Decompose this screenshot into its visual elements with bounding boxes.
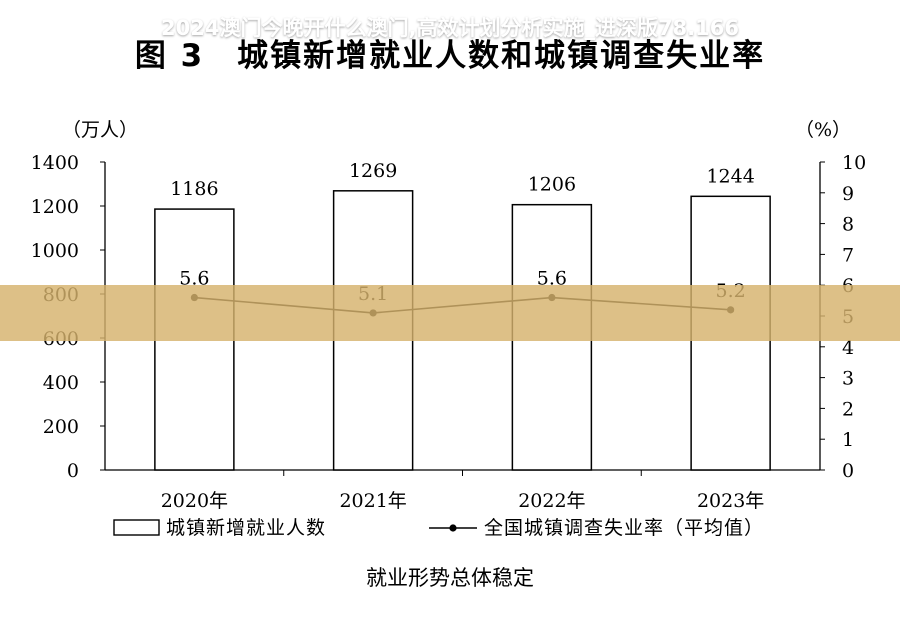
- legend-bar-label: 城镇新增就业人数: [166, 517, 326, 539]
- left-tick-label: 1200: [31, 196, 79, 218]
- right-tick-label: 9: [842, 183, 854, 205]
- left-tick-label: 400: [43, 372, 79, 394]
- left-axis-unit: （万人）: [62, 119, 139, 141]
- left-tick-label: 1000: [31, 240, 79, 262]
- right-tick-label: 10: [842, 152, 866, 174]
- category-label: 2023年: [697, 490, 764, 512]
- legend-line-marker: [449, 524, 457, 532]
- right-tick-label: 4: [842, 337, 854, 359]
- right-tick-label: 8: [842, 214, 854, 236]
- left-tick-label: 200: [43, 416, 79, 438]
- right-tick-label: 0: [842, 460, 854, 482]
- chart-title: 图 3 城镇新增就业人数和城镇调查失业率: [134, 38, 766, 74]
- category-label: 2022年: [518, 490, 585, 512]
- right-tick-label: 3: [842, 368, 854, 390]
- line-value-label: 5.6: [179, 268, 209, 290]
- bar-value-label: 1269: [349, 160, 397, 182]
- left-tick-label: 1400: [31, 152, 79, 174]
- category-label: 2021年: [339, 490, 406, 512]
- bar-value-label: 1186: [170, 178, 218, 200]
- right-tick-label: 2: [842, 398, 854, 420]
- watermark-banner: [0, 285, 900, 341]
- right-tick-label: 7: [842, 244, 854, 266]
- legend-line-label: 全国城镇调查失业率（平均值）: [484, 517, 764, 539]
- category-label: 2020年: [161, 490, 228, 512]
- bar-value-label: 1244: [706, 165, 754, 187]
- line-value-label: 5.6: [537, 268, 567, 290]
- right-tick-label: 1: [842, 429, 854, 451]
- bar-value-label: 1206: [528, 174, 576, 196]
- right-axis-unit: （%）: [795, 119, 852, 141]
- left-tick-label: 0: [67, 460, 79, 482]
- watermark-text: 2024澳门今晚开什么澳门,高效计划分析实施_进深版78.166: [161, 16, 739, 40]
- legend-bar-swatch: [113, 519, 160, 536]
- chart-caption: 就业形势总体稳定: [366, 566, 534, 590]
